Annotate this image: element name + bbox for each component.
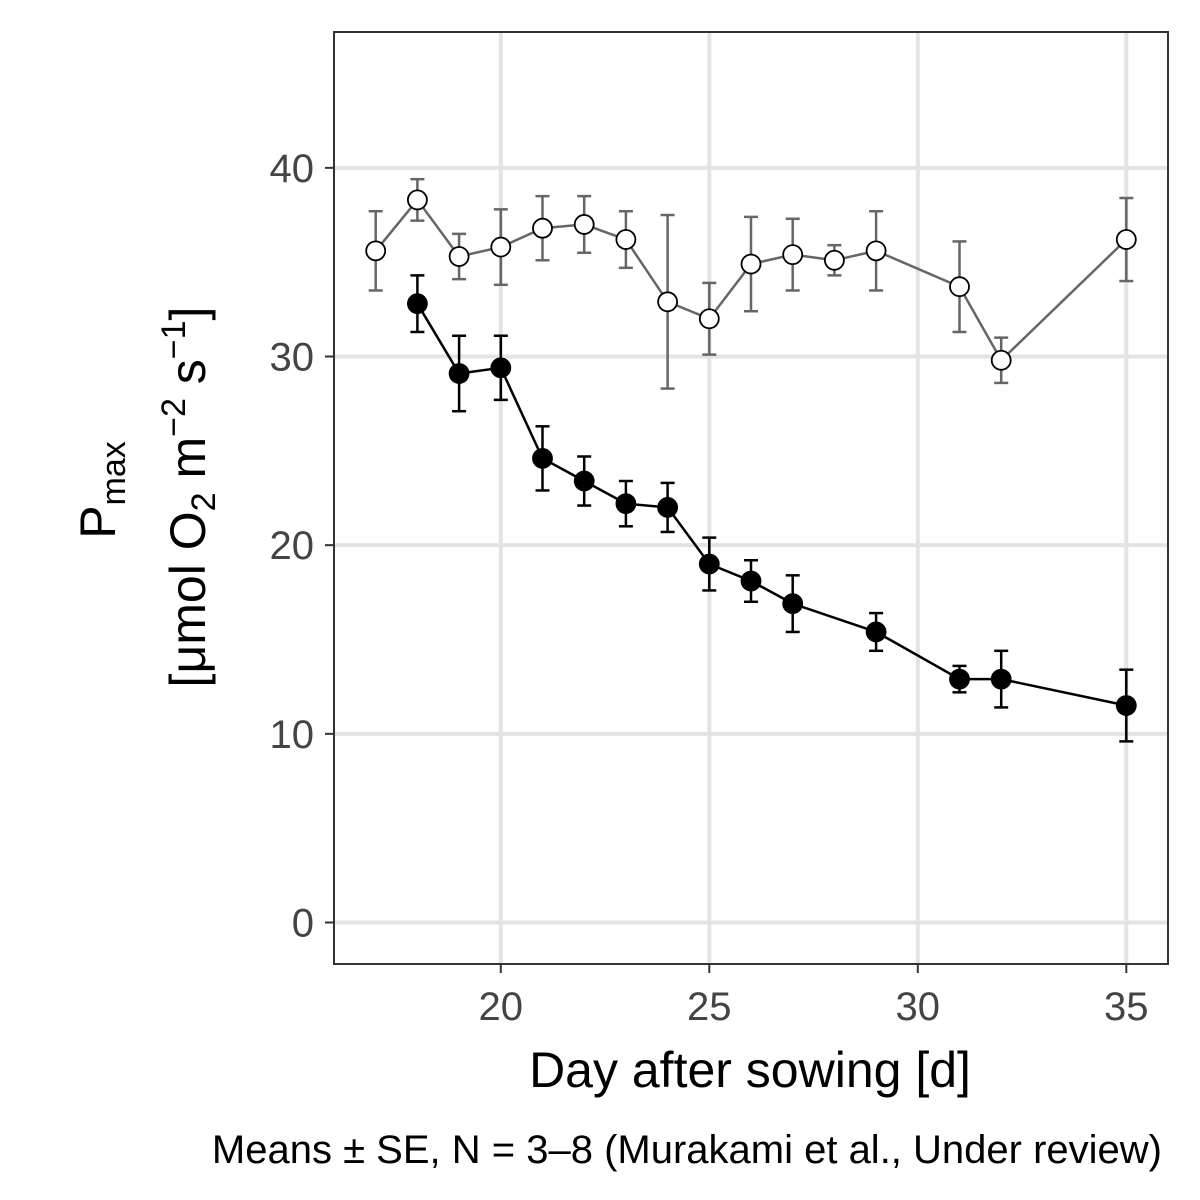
y-title-main: P — [70, 505, 126, 538]
y-axis-title: Pmax [μmol O2 m−2 s−1] — [70, 307, 223, 688]
svg-text:Pmax: Pmax — [70, 441, 133, 539]
data-point — [1115, 695, 1137, 716]
x-tick-label: 25 — [687, 985, 732, 1029]
x-axis-title: Day after sowing [d] — [529, 1042, 971, 1098]
data-point — [865, 621, 887, 643]
y-tick-label: 40 — [270, 147, 315, 191]
data-point — [448, 363, 470, 384]
axis-ticks: 20 25 30 35 0 10 20 30 40 — [270, 147, 1149, 1029]
data-point — [657, 497, 678, 518]
data-point — [573, 214, 595, 235]
data-point — [573, 470, 595, 492]
data-point — [740, 570, 762, 592]
y-tick-label: 0 — [292, 901, 314, 945]
data-point — [949, 668, 970, 690]
series-open — [365, 177, 1137, 390]
y-tick-label: 30 — [270, 336, 315, 380]
data-point — [698, 308, 720, 330]
y-title-sub: max — [95, 441, 133, 505]
data-point — [782, 593, 804, 615]
data-point — [448, 246, 470, 267]
data-point — [698, 553, 720, 575]
x-tick-label: 30 — [896, 985, 941, 1029]
data-point — [782, 244, 804, 266]
data-point — [406, 189, 428, 211]
y-tick-label: 10 — [270, 713, 315, 757]
data-point — [1115, 229, 1137, 250]
data-point — [657, 291, 678, 313]
data-point — [824, 249, 845, 271]
series-line — [374, 197, 1128, 363]
gridlines — [334, 32, 1168, 964]
y-tick-label: 20 — [270, 524, 315, 568]
data-point — [990, 668, 1012, 690]
svg-text:[μmol O2 m−2 s−1]: [μmol O2 m−2 s−1] — [155, 307, 223, 688]
data-point — [949, 276, 970, 298]
data-point — [490, 236, 512, 258]
plot-panel-border — [333, 31, 1169, 965]
data-point — [532, 217, 553, 239]
data-point — [865, 240, 887, 262]
data-point — [406, 293, 428, 315]
series-filled — [406, 274, 1137, 743]
data-point — [615, 229, 637, 250]
series-layer — [365, 177, 1137, 743]
data-point — [740, 253, 762, 275]
x-tick-label: 35 — [1104, 985, 1149, 1029]
caption: Means ± SE, N = 3–8 (Murakami et al., Un… — [212, 1128, 1162, 1172]
data-point — [365, 240, 387, 262]
data-point — [615, 493, 637, 515]
data-point — [990, 349, 1012, 371]
x-tick-label: 20 — [479, 985, 524, 1029]
series-line — [416, 303, 1127, 707]
data-point — [490, 357, 512, 379]
data-point — [532, 447, 553, 469]
